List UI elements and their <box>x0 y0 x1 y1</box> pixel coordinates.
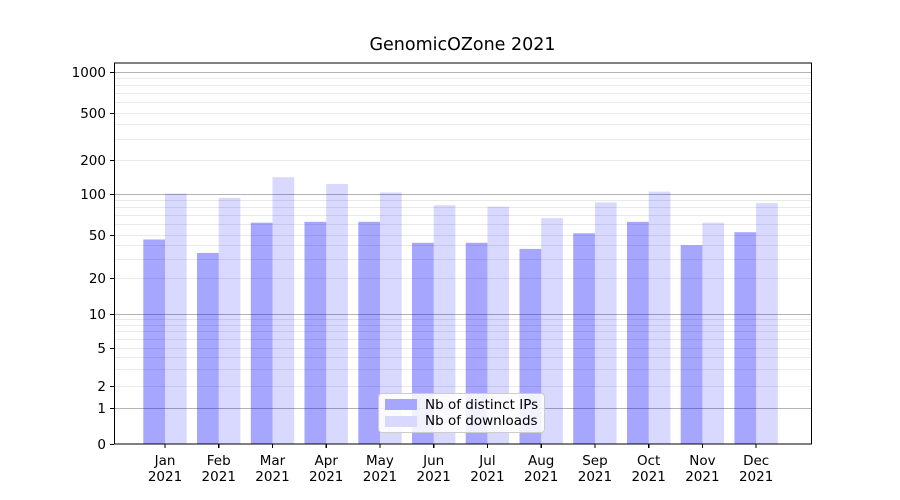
plot-frame <box>114 62 812 445</box>
y-tick-label: 1 <box>97 401 106 417</box>
x-tick-label-month: May <box>366 453 394 469</box>
x-tick-label-year: 2021 <box>685 469 719 485</box>
bar-downloads-may <box>380 192 402 444</box>
x-tick-label-month: Nov <box>689 453 715 469</box>
bar-downloads-jan <box>165 193 187 444</box>
bar-distinct-ips-nov <box>680 245 703 444</box>
legend-label-downloads: Nb of downloads <box>425 413 538 430</box>
x-tick-label-month: Aug <box>528 453 554 469</box>
bar-distinct-ips-jan <box>143 239 165 444</box>
bar-distinct-ips-mar <box>250 222 273 444</box>
legend-label-distinct-ips: Nb of distinct IPs <box>425 396 539 413</box>
x-tick-label-month: Feb <box>207 453 231 469</box>
x-tick-label-year: 2021 <box>470 469 504 485</box>
x-tick-label-year: 2021 <box>631 469 665 485</box>
y-tick-label: 50 <box>89 228 106 244</box>
legend-swatch-distinct-ips-icon <box>385 399 417 411</box>
y-tick-label: 10 <box>89 307 106 323</box>
bar-downloads-sep <box>594 202 617 444</box>
bar-downloads-nov <box>702 222 725 444</box>
legend-swatch-downloads-icon <box>385 415 417 427</box>
bar-distinct-ips-feb <box>197 252 219 444</box>
bar-distinct-ips-sep <box>573 233 595 444</box>
x-tick-label-month: Oct <box>637 453 660 469</box>
bar-distinct-ips-may <box>358 221 380 444</box>
y-tick-label: 2 <box>97 379 106 395</box>
x-tick-label-year: 2021 <box>255 469 289 485</box>
x-tick-label-month: Sep <box>582 453 607 469</box>
y-tick-label: 20 <box>89 271 106 287</box>
chart-title: GenomicOZone 2021 <box>369 35 556 55</box>
bar-downloads-feb <box>218 197 241 444</box>
x-tick-label-month: Jul <box>478 453 495 469</box>
y-tick-label: 200 <box>80 153 106 169</box>
y-tick-label: 100 <box>80 187 106 203</box>
y-tick-label: 5 <box>97 341 106 357</box>
bar-downloads-apr <box>326 183 348 444</box>
y-tick-label: 1000 <box>72 65 106 81</box>
bar-downloads-mar <box>272 177 295 444</box>
bar-distinct-ips-oct <box>627 221 649 444</box>
x-tick-label-year: 2021 <box>524 469 558 485</box>
x-tick-label-month: Jan <box>154 453 176 469</box>
x-tick-label-month: Jun <box>422 453 444 469</box>
x-tick-label-month: Mar <box>260 453 286 469</box>
bar-distinct-ips-dec <box>734 232 757 444</box>
x-tick-label-year: 2021 <box>739 469 773 485</box>
legend: Nb of distinct IPs Nb of downloads <box>378 393 545 433</box>
bar-distinct-ips-apr <box>304 221 327 444</box>
x-tick-label-year: 2021 <box>578 469 612 485</box>
legend-item-downloads: Nb of downloads <box>385 413 538 429</box>
legend-item-distinct-ips: Nb of distinct IPs <box>385 397 538 413</box>
x-tick-label-year: 2021 <box>309 469 343 485</box>
bar-downloads-aug <box>541 218 563 444</box>
x-tick-label-year: 2021 <box>202 469 236 485</box>
x-tick-label-year: 2021 <box>417 469 451 485</box>
bar-downloads-jul <box>487 206 510 444</box>
bar-downloads-jun <box>433 205 456 444</box>
x-tick-label-year: 2021 <box>148 469 182 485</box>
x-tick-label-month: Dec <box>743 453 769 469</box>
bar-downloads-dec <box>756 203 778 444</box>
x-tick-label-month: Apr <box>315 453 339 469</box>
y-tick-label: 500 <box>80 106 106 122</box>
x-tick-label-year: 2021 <box>363 469 397 485</box>
bar-downloads-oct <box>648 191 671 444</box>
y-tick-label: 0 <box>97 437 106 453</box>
